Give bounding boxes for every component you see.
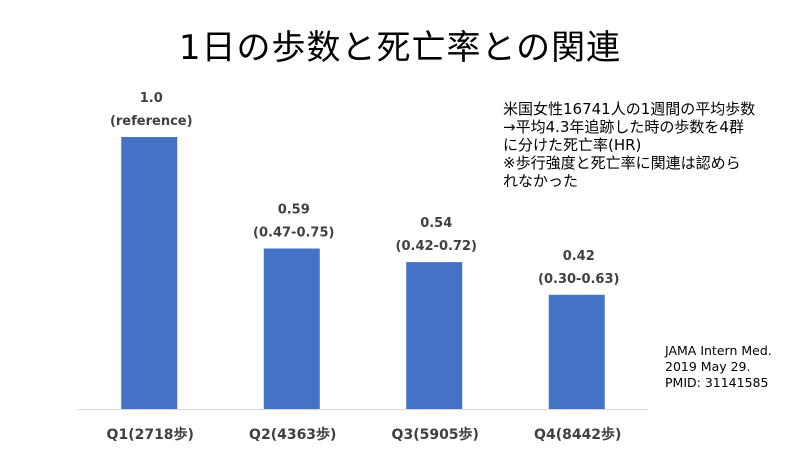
chart-title: 1日の歩数と死亡率との関連	[178, 28, 622, 68]
note-line: れなかった	[503, 172, 579, 190]
note-line: ※歩行強度と死亡率に関連は認めら	[503, 154, 741, 172]
note-line: 米国女性16741人の1週間の平均歩数	[503, 100, 756, 118]
bar-3	[406, 262, 463, 409]
x-tick-label: Q4(8442歩)	[534, 426, 621, 443]
source-citation: JAMA Intern Med. 2019 May 29. PMID: 3114…	[665, 343, 772, 391]
value-label: 1.0	[140, 91, 163, 106]
note-line: に分けた死亡率(HR)	[503, 136, 642, 154]
bar-1	[121, 137, 178, 409]
ci-label: (0.47-0.75)	[253, 226, 334, 241]
source-line: PMID: 31141585	[665, 375, 769, 390]
value-label: 0.42	[563, 249, 595, 264]
bar-2	[263, 248, 320, 409]
ci-label: (reference)	[110, 114, 193, 129]
ci-label: (0.30-0.63)	[538, 272, 619, 287]
value-label: 0.54	[420, 216, 452, 231]
value-label: 0.59	[278, 203, 310, 218]
note-line: →平均4.3年追跡した時の歩数を4群	[503, 118, 744, 136]
source-line: JAMA Intern Med.	[665, 343, 772, 358]
x-tick-label: Q2(4363歩)	[249, 426, 336, 443]
bar-4	[548, 294, 605, 409]
ci-label: (0.42-0.72)	[396, 239, 477, 254]
study-note: 米国女性16741人の1週間の平均歩数 →平均4.3年追跡した時の歩数を4群 に…	[503, 100, 793, 190]
source-line: 2019 May 29.	[665, 359, 751, 374]
x-tick-label: Q1(2718歩)	[107, 426, 194, 443]
x-tick-label: Q3(5905歩)	[392, 426, 479, 443]
